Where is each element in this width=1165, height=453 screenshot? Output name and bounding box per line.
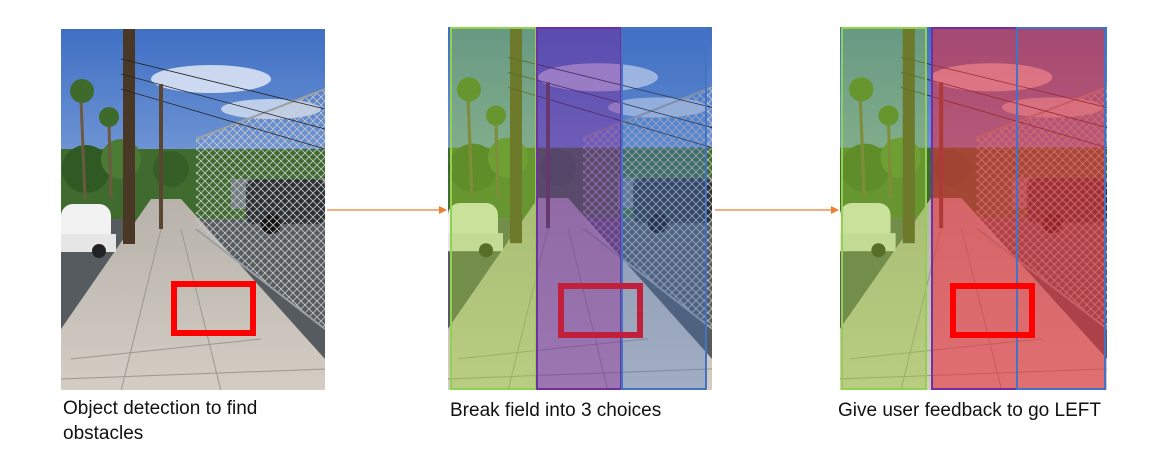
caption-feedback: Give user feedback to go LEFT <box>838 400 1101 421</box>
zone-center <box>931 27 1018 390</box>
obstacle-box <box>558 283 643 338</box>
panel-detection <box>61 29 325 390</box>
panel-choices <box>448 27 712 390</box>
caption-detection: Object detection to find obstacles <box>63 398 258 444</box>
caption-choices: Break field into 3 choices <box>450 400 662 421</box>
panel-feedback <box>840 27 1107 390</box>
arrow-2 <box>715 206 839 214</box>
zone-left <box>841 27 927 390</box>
zone-left <box>450 27 537 390</box>
obstacle-box <box>171 281 256 336</box>
zone-right <box>621 27 707 390</box>
obstacle-box <box>950 283 1035 338</box>
arrow-1 <box>327 206 447 214</box>
